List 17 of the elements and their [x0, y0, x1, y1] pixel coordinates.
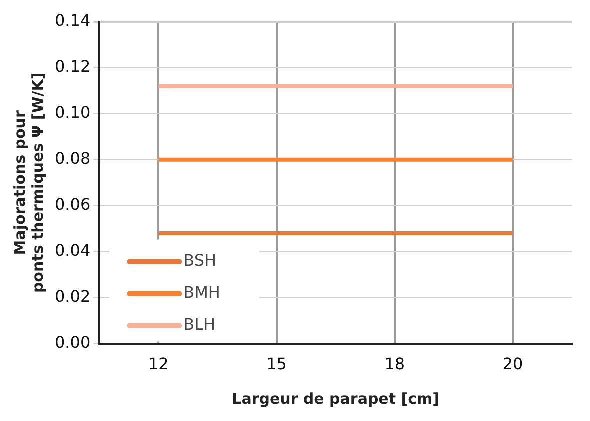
y-tick-label: 0.12 — [55, 57, 91, 76]
y-tick-label: 0.10 — [55, 103, 91, 122]
legend-label: BMH — [184, 282, 220, 302]
x-axis-title: Largeur de parapet [cm] — [232, 390, 440, 408]
legend-label: BSH — [184, 250, 217, 270]
x-tick-label: 20 — [502, 354, 524, 374]
legend-label: BLH — [184, 314, 216, 334]
x-tick-label: 15 — [266, 354, 287, 374]
y-tick-label: 0.00 — [55, 332, 91, 352]
y-tick-label: 0.04 — [55, 241, 91, 260]
x-tick-label: 18 — [384, 354, 406, 374]
x-tick-label: 12 — [148, 354, 169, 374]
y-tick-label: 0.08 — [55, 149, 91, 168]
y-tick-label: 0.14 — [55, 11, 91, 30]
y-tick-label: 0.02 — [55, 286, 91, 306]
y-axis-title: Majorations pour ponts thermiques Ψ [W/K] — [10, 72, 47, 294]
y-tick-label: 0.06 — [55, 195, 91, 214]
